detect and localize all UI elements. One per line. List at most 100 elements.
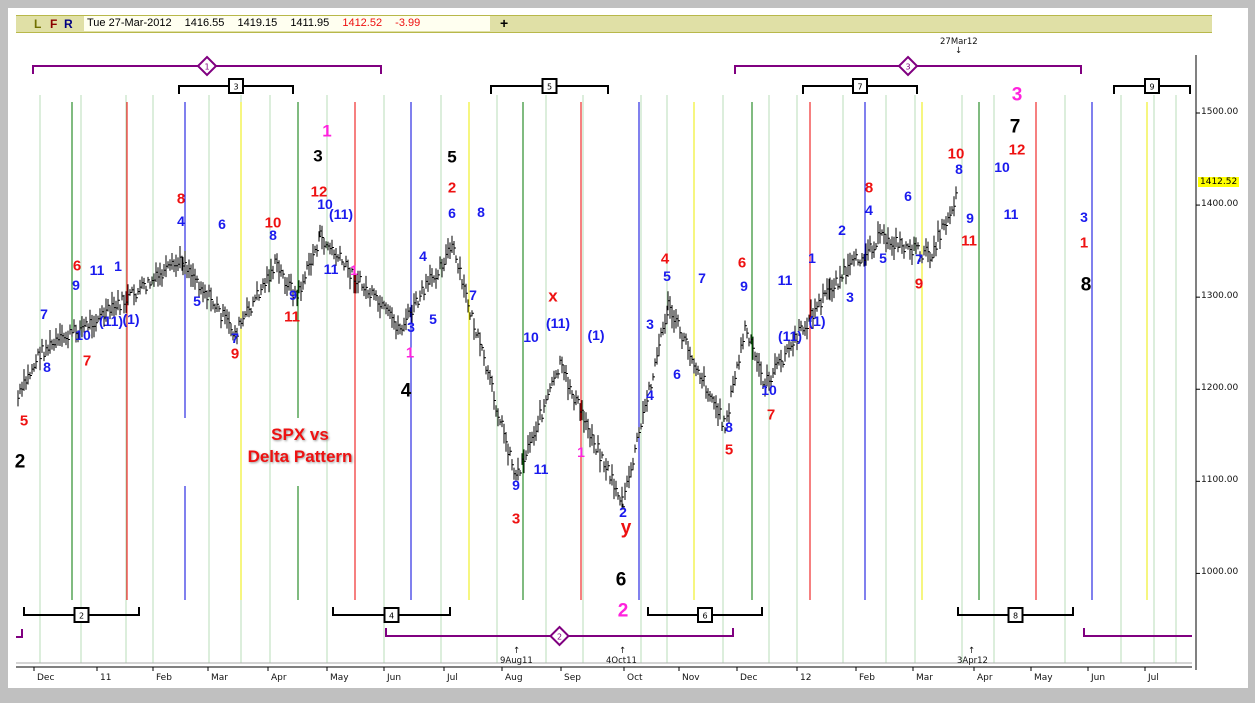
svg-text:1: 1 (204, 63, 209, 72)
x-tick-label: Jun (1091, 673, 1106, 683)
wave-label: 1 (1079, 234, 1089, 252)
chart-title-line2: Delta Pattern (247, 447, 353, 466)
format-button[interactable]: F (50, 17, 58, 31)
svg-text:8: 8 (1013, 612, 1018, 621)
y-tick-label: 1100.00 (1201, 475, 1239, 486)
wave-label: 9 (740, 278, 748, 294)
wave-label: 8 (176, 190, 186, 208)
wave-label: 11 (1003, 206, 1019, 222)
down-arrow-icon: ↓ (955, 46, 963, 56)
quote-low: 1411.95 (290, 17, 330, 29)
y-tick-label: 1000.00 (1201, 567, 1239, 578)
x-tick-label: 11 (100, 673, 112, 683)
wave-label: 11 (533, 461, 549, 477)
wave-label: 11 (284, 308, 300, 326)
svg-text:5: 5 (547, 83, 552, 92)
wave-label: 5 (724, 441, 734, 459)
wave-label: 5 (193, 293, 201, 309)
y-tick-label: 1200.00 (1201, 383, 1239, 394)
svg-text:3: 3 (233, 83, 238, 92)
x-tick-label: May (1034, 673, 1053, 683)
wave-label: x (548, 286, 558, 306)
wave-label: 9 (966, 210, 974, 226)
chart-title: SPX vs Delta Pattern (240, 424, 360, 468)
wave-label: 10 (264, 214, 282, 232)
wave-label: 1 (322, 121, 332, 141)
wave-label: 5 (429, 311, 437, 327)
wave-label: 7 (82, 352, 92, 370)
wave-label: 3 (646, 316, 654, 332)
wave-label: (11) (777, 328, 803, 344)
quote-toolbar: L F R Tue 27-Mar-2012 1416.55 1419.15 14… (16, 15, 1212, 33)
wave-label: 4 (660, 250, 670, 268)
wave-label: 8 (477, 204, 485, 220)
x-tick-label: Oct (627, 673, 643, 683)
quote-high: 1419.15 (237, 17, 278, 29)
chart-title-line1: SPX vs (271, 425, 329, 444)
wave-label: 7 (40, 306, 48, 322)
up-arrow-icon: ↑ (619, 646, 627, 656)
wave-label: 10 (75, 327, 91, 343)
wave-label: y (620, 517, 632, 539)
wave-label: 12 (1008, 141, 1026, 159)
wave-label: 1 (405, 344, 415, 362)
wave-label: 1 (577, 444, 585, 460)
add-plus-icon[interactable]: + (500, 15, 509, 31)
wave-label: 1 (114, 258, 122, 274)
quote-info: Tue 27-Mar-2012 1416.55 1419.15 1411.95 … (84, 16, 490, 31)
wave-label: 3 (407, 319, 415, 335)
wave-label: 8 (725, 419, 733, 435)
wave-label: 6 (615, 569, 627, 591)
date-marker-27mar12: 27Mar12 (940, 37, 978, 47)
wave-label: 3 (313, 146, 323, 166)
x-tick-label: Jul (1148, 673, 1159, 683)
wave-label: 8 (1080, 274, 1092, 296)
date-marker-3apr12: 3Apr12 (957, 656, 988, 666)
chart-window (8, 8, 1248, 688)
x-tick-label: Nov (682, 673, 700, 683)
wave-label: 9 (512, 477, 520, 493)
cycle-brackets: 13 537 92 426 8 (16, 55, 1192, 647)
x-tick-label: Mar (916, 673, 933, 683)
wave-label: 7 (766, 406, 776, 424)
wave-label: 6 (737, 254, 747, 272)
wave-label: 6 (218, 216, 226, 232)
svg-text:2: 2 (557, 633, 562, 642)
svg-text:7: 7 (857, 83, 862, 92)
wave-label: 3 (1080, 209, 1088, 225)
up-arrow-icon: ↑ (513, 646, 521, 656)
y-tick-label: 1300.00 (1201, 291, 1239, 302)
wave-label: 2 (14, 451, 26, 473)
wave-label: 10 (317, 196, 333, 212)
up-arrow-icon: ↑ (968, 646, 976, 656)
svg-text:4: 4 (389, 612, 394, 621)
wave-label: 2 (617, 600, 629, 622)
wave-label: 6 (448, 205, 456, 221)
svg-text:2: 2 (79, 612, 84, 621)
refresh-button[interactable]: R (64, 17, 73, 31)
x-tick-label: Dec (37, 673, 55, 683)
layout-button[interactable]: L (34, 17, 42, 31)
wave-label: 11 (961, 232, 977, 250)
wave-label: (11) (545, 315, 571, 331)
wave-label: 2 (447, 179, 457, 197)
wave-label: 10 (947, 145, 965, 163)
wave-label: 9 (914, 275, 924, 293)
wave-label: 2 (619, 504, 627, 520)
wave-label: (1) (808, 313, 826, 329)
wave-label: 5 (879, 250, 887, 266)
wave-label: 5 (663, 268, 671, 284)
date-marker-4oct11: 4Oct11 (606, 656, 637, 666)
wave-label: 7 (698, 270, 706, 286)
y-tick-label: 1500.00 (1201, 107, 1239, 117)
wave-label: 3 (846, 289, 854, 305)
date-marker-9aug11: 9Aug11 (500, 656, 533, 666)
wave-label: 6 (904, 188, 912, 204)
quote-open: 1416.55 (184, 17, 225, 29)
quote-close: 1412.52 (342, 17, 383, 29)
wave-label: 9 (72, 277, 80, 293)
quote-date: Tue 27-Mar-2012 (87, 17, 172, 29)
wave-label: 4 (646, 387, 654, 403)
wave-label: 8 (955, 161, 963, 177)
